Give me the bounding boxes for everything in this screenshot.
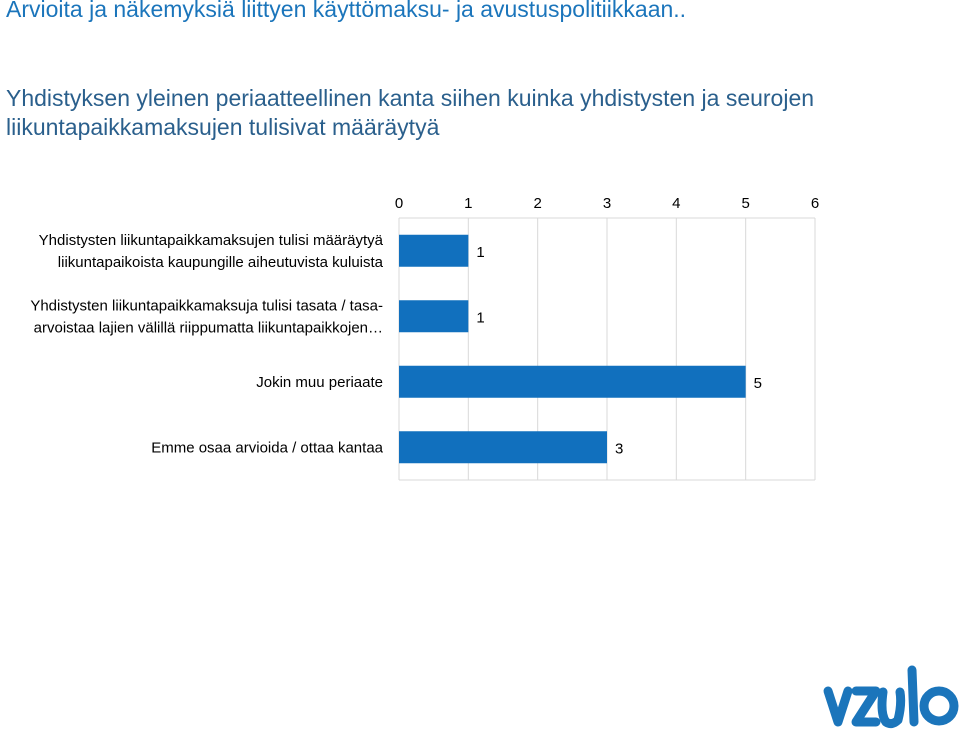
category-label: liikuntapaikoista kaupungille aiheutuvis… xyxy=(58,254,384,271)
x-tick-label: 0 xyxy=(395,195,403,212)
data-label: 5 xyxy=(754,375,762,392)
x-tick-label: 3 xyxy=(603,195,611,212)
bar xyxy=(399,234,469,267)
category-label: Jokin muu periaate xyxy=(256,374,383,391)
data-label: 1 xyxy=(476,244,484,261)
category-label: arvoistaa lajien välillä riippumatta lii… xyxy=(34,319,383,336)
x-tick-label: 2 xyxy=(533,195,541,212)
category-label: Emme osaa arvioida / ottaa kantaa xyxy=(151,439,383,456)
category-label: Yhdistysten liikuntapaikkamaksuja tulisi… xyxy=(30,297,383,314)
category-label: Yhdistysten liikuntapaikkamaksujen tulis… xyxy=(39,232,384,249)
x-tick-label: 4 xyxy=(672,195,680,212)
chart-question: Yhdistyksen yleinen periaatteellinen kan… xyxy=(6,85,815,140)
vzalo-logo xyxy=(823,665,959,729)
bar xyxy=(399,300,469,333)
x-tick-label: 1 xyxy=(464,195,472,212)
data-label: 1 xyxy=(476,309,484,326)
x-tick-label: 5 xyxy=(741,195,749,212)
bar xyxy=(399,431,607,464)
x-tick-label: 6 xyxy=(811,195,819,212)
data-label: 3 xyxy=(615,440,623,457)
bar xyxy=(399,365,746,398)
page-title: Arvioita ja näkemyksiä liittyen käyttöma… xyxy=(6,0,687,22)
